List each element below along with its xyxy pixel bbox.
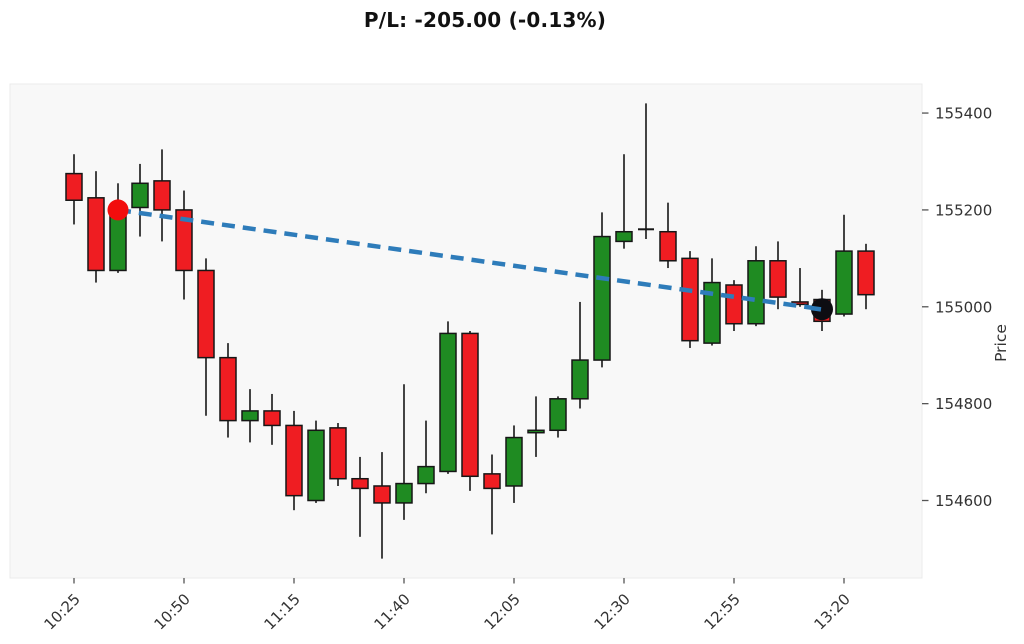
candle-down: [857, 250, 875, 296]
x-axis-label: 12:55: [701, 590, 744, 633]
candle-down: [285, 424, 303, 497]
entry-marker: [107, 199, 129, 221]
candle-down: [65, 172, 83, 201]
x-axis-label: 11:40: [371, 590, 414, 633]
candle-up: [615, 230, 633, 243]
candle-up: [593, 235, 611, 361]
candle-up: [241, 410, 259, 422]
x-axis-label: 12:30: [591, 590, 634, 633]
candle-down: [769, 260, 787, 298]
y-axis-label: 154800: [935, 395, 992, 413]
candle-up: [571, 359, 589, 400]
candle-down: [373, 485, 391, 504]
trade-line: [117, 207, 823, 312]
y-axis-label: 155000: [935, 298, 992, 316]
candle-up: [439, 332, 457, 473]
candle-down: [659, 230, 677, 262]
candle-down: [175, 209, 193, 272]
y-axis-title: Price: [992, 324, 1010, 362]
candle-down: [219, 356, 237, 422]
exit-marker: [811, 298, 833, 321]
y-axis-label: 155200: [935, 201, 992, 219]
x-axis-label: 10:25: [41, 590, 84, 633]
candle-up: [307, 429, 325, 502]
candle-up: [395, 482, 413, 504]
candle-down: [681, 257, 699, 342]
candle-up: [549, 398, 567, 432]
chart-title: P/L: -205.00 (-0.13%): [363, 8, 607, 32]
y-axis-label: 155400: [935, 105, 992, 123]
candle-up: [527, 429, 545, 434]
candle-down: [263, 410, 281, 427]
candle-down: [87, 197, 105, 272]
candle-down: [351, 477, 369, 490]
x-axis-label: 11:15: [261, 590, 304, 633]
candle-down: [725, 284, 743, 325]
plot-area: [9, 83, 923, 579]
trade-line-end-dash: [810, 305, 822, 312]
y-axis-label: 154600: [935, 492, 992, 510]
candle-down: [153, 180, 171, 211]
candle-down: [461, 332, 479, 478]
candle-up: [835, 250, 853, 315]
x-axis-label: 10:50: [151, 590, 194, 633]
x-axis-label: 12:05: [481, 590, 524, 633]
candle-down: [329, 427, 347, 480]
candle-up: [747, 260, 765, 325]
candle-up: [505, 436, 523, 487]
candle-down: [483, 473, 501, 490]
candle-up: [703, 281, 721, 344]
candle-down: [197, 269, 215, 359]
x-axis-label: 13:20: [811, 590, 854, 633]
candle-up: [131, 182, 149, 209]
candle-up: [417, 465, 435, 485]
